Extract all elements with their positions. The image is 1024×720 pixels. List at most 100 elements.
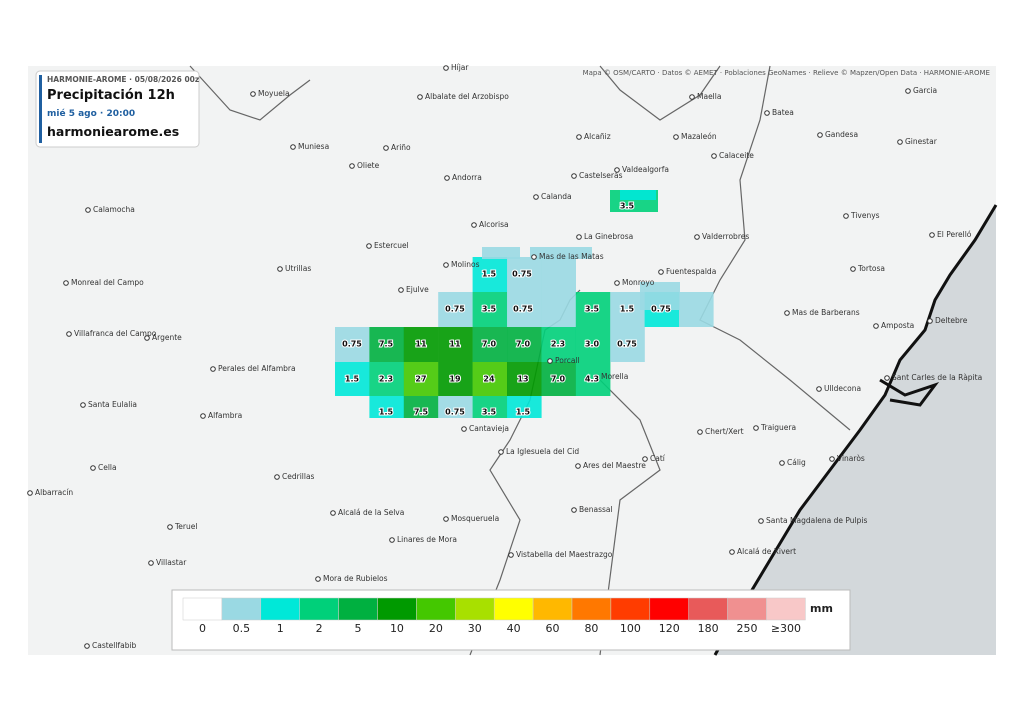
place-label: Santa Eulalia <box>88 400 137 409</box>
place-dot <box>829 456 835 462</box>
place-dot <box>508 552 514 558</box>
precip-cell <box>472 292 508 327</box>
place-dot <box>443 65 449 71</box>
precip-field <box>335 190 714 418</box>
place-dot <box>349 163 355 169</box>
place-label: Alfambra <box>208 411 242 420</box>
place-label: Deltebre <box>935 316 968 325</box>
place-label: Garcia <box>913 86 937 95</box>
place-dot <box>673 134 679 140</box>
precip-value: 0.75 <box>512 270 532 279</box>
legend-label: ≥300 <box>771 622 801 635</box>
legend-label: 10 <box>390 622 404 635</box>
place-dot <box>250 91 256 97</box>
place-dot <box>274 474 280 480</box>
place-label: Amposta <box>881 321 914 330</box>
place-label: Chert/Xert <box>705 427 744 436</box>
place-dot <box>697 429 703 435</box>
precip-value: 0.75 <box>513 305 533 314</box>
place-dot <box>210 366 216 372</box>
place-label: Monroyo <box>622 278 655 287</box>
place-label: Alcalá de la Selva <box>338 508 404 517</box>
place-dot <box>498 449 504 455</box>
place-dot <box>575 463 581 469</box>
place-dot <box>85 207 91 213</box>
place-label: Maella <box>697 92 721 101</box>
delta-coast <box>879 378 940 407</box>
precip-cell <box>438 362 473 396</box>
legend-label: 80 <box>584 622 598 635</box>
precip-cell <box>575 292 611 327</box>
place-label: Híjar <box>451 63 469 72</box>
place-dot <box>471 222 477 228</box>
place-label: Cella <box>98 463 117 472</box>
datetime: mié 5 ago · 20:00 <box>47 108 135 119</box>
place-label: Catí <box>650 454 666 463</box>
place-dot <box>576 234 582 240</box>
precip-cell <box>472 257 508 292</box>
precip-cell <box>507 327 542 362</box>
place-dot <box>547 358 553 364</box>
place-dot <box>571 173 577 179</box>
place-dot <box>383 145 389 151</box>
place-label: Fuentespalda <box>666 267 716 276</box>
place-label: Vinaròs <box>837 454 865 463</box>
precip-cell <box>507 362 542 396</box>
place-dot <box>689 94 695 100</box>
sea <box>715 205 996 655</box>
precip-cell <box>438 327 473 362</box>
place-dot <box>277 266 283 272</box>
place-label: Castellfabib <box>92 641 137 650</box>
precip-cell <box>482 247 520 259</box>
legend-swatch <box>571 597 612 621</box>
precip-value: 24 <box>483 375 495 384</box>
place-dot <box>784 310 790 316</box>
precip-cell <box>335 327 370 362</box>
legend-label: 180 <box>698 622 719 635</box>
precip-value: 0.75 <box>445 305 465 314</box>
place-dot <box>764 110 770 116</box>
place-dot <box>398 287 404 293</box>
place-label: Utrillas <box>285 264 311 273</box>
place-dot <box>366 243 372 249</box>
legend-swatch <box>299 597 339 621</box>
place-label: Calamocha <box>93 205 135 214</box>
place-label: Ejulve <box>406 285 429 294</box>
place-dot <box>779 460 785 466</box>
place-label: Tortosa <box>857 264 885 273</box>
precip-value: 7.5 <box>379 340 394 349</box>
legend-swatch <box>182 597 223 621</box>
place-dot <box>27 490 33 496</box>
place-dot <box>571 507 577 513</box>
title: Precipitación 12h <box>47 88 175 103</box>
place-label: Andorra <box>452 173 482 182</box>
precip-value: 2.3 <box>379 375 393 384</box>
place-label: Ariño <box>391 143 411 152</box>
coastline <box>713 204 998 656</box>
place-label: Castelserás <box>579 171 623 180</box>
place-dot <box>443 262 449 268</box>
place-label: Sant Carles de la Ràpita <box>892 373 982 382</box>
legend-label: 5 <box>355 622 362 635</box>
precip-value: 7.0 <box>482 340 497 349</box>
place-label: Mas de Barberans <box>792 308 860 317</box>
place-dot <box>417 94 423 100</box>
legend-swatch <box>338 597 378 621</box>
legend-label: 30 <box>468 622 482 635</box>
place-label: Calaceite <box>719 151 754 160</box>
place-label: Monreal del Campo <box>71 278 144 287</box>
precip-cell <box>369 327 404 362</box>
place-dot <box>63 280 69 286</box>
place-dot <box>531 254 537 260</box>
place-dot <box>711 153 717 159</box>
precip-cell <box>335 362 370 396</box>
precip-cell <box>438 396 473 418</box>
place-dot <box>929 232 935 238</box>
place-label: La Iglesuela del Cid <box>506 447 579 456</box>
place-label: Linares de Mora <box>397 535 457 544</box>
precip-value: 3.5 <box>482 408 497 417</box>
place-dot <box>642 456 648 462</box>
place-label: Muniesa <box>298 142 329 151</box>
